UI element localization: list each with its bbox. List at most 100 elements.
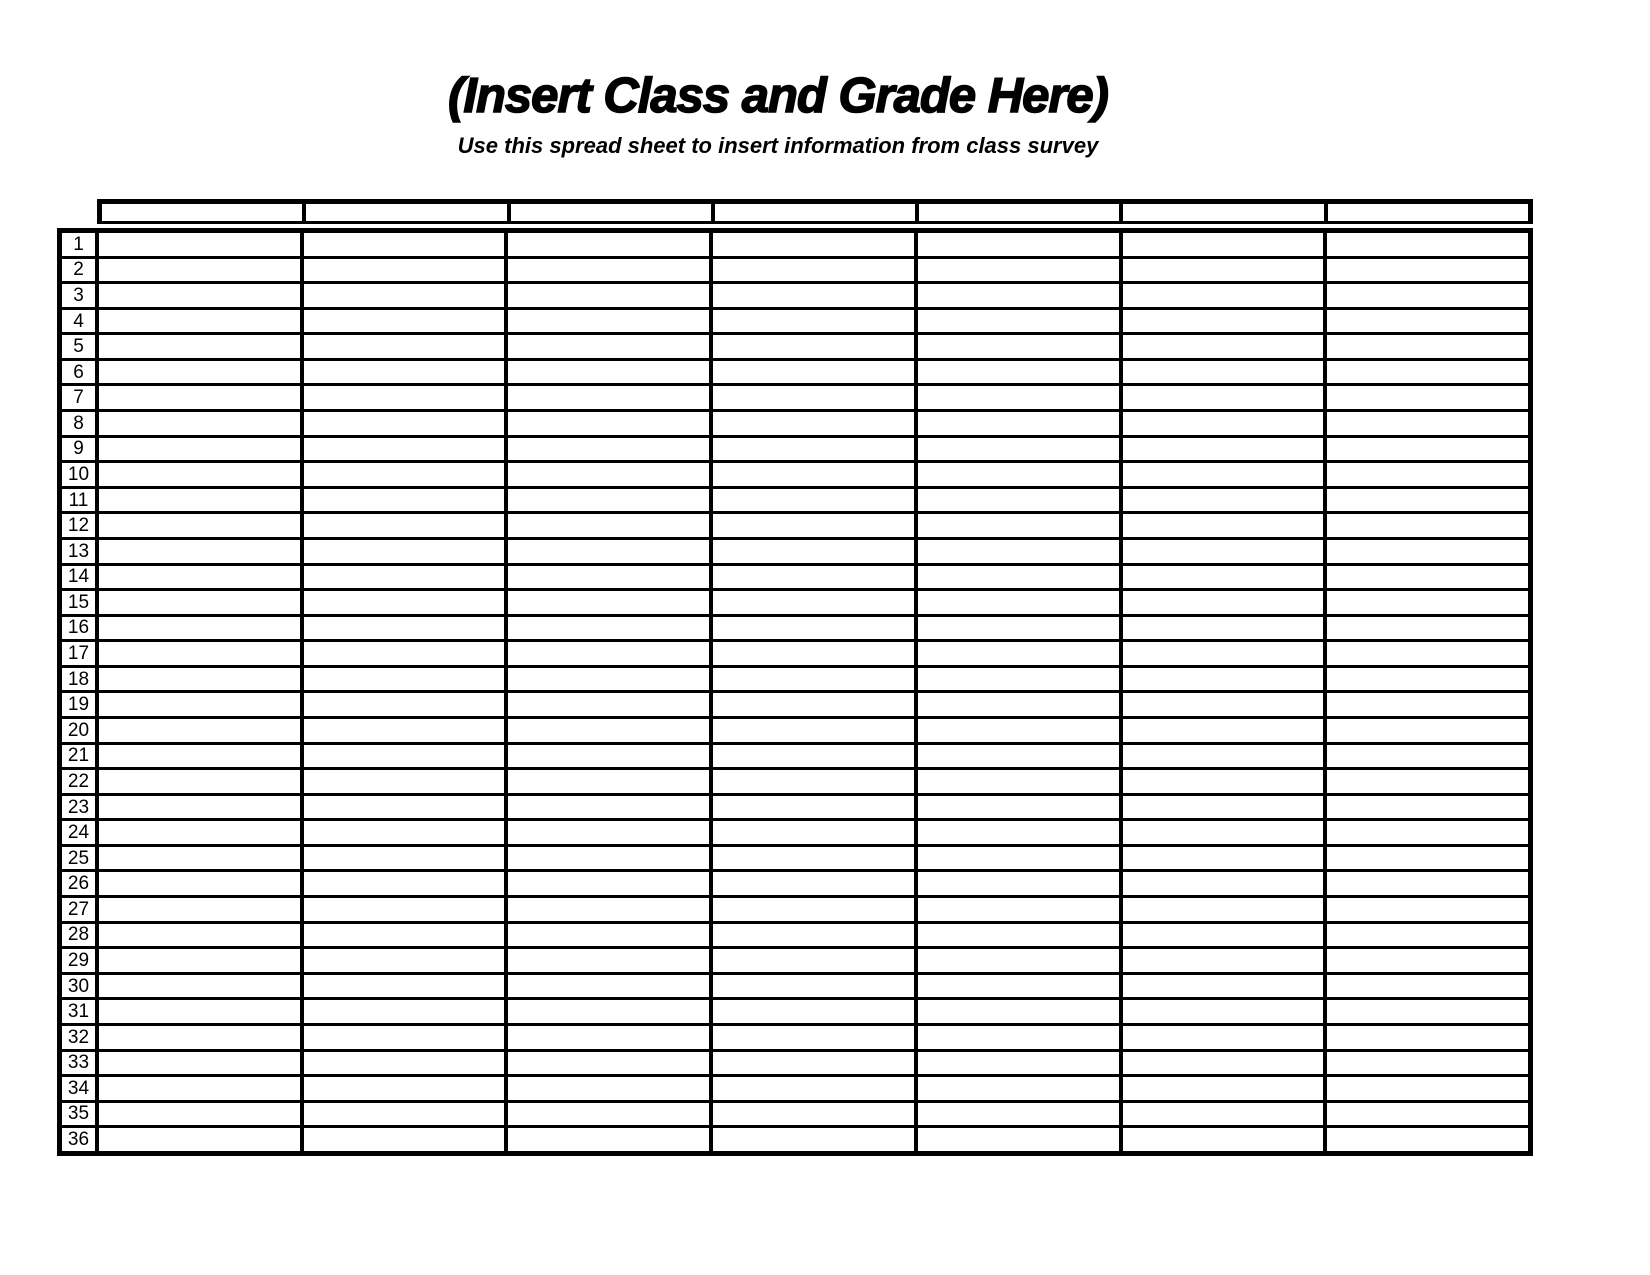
table-cell xyxy=(1327,898,1528,921)
table-cell xyxy=(713,795,918,819)
table-cell xyxy=(1327,514,1528,537)
table-cell xyxy=(99,591,304,614)
table-cell xyxy=(304,591,509,614)
table-row xyxy=(99,335,1528,361)
table-cell xyxy=(713,872,918,896)
table-cell xyxy=(713,233,918,256)
table-cell xyxy=(508,412,714,435)
table-cell xyxy=(1327,489,1528,512)
table-cell xyxy=(713,360,918,384)
table-cell xyxy=(508,744,714,768)
table-cell xyxy=(713,693,918,716)
survey-spreadsheet: 1 2 3 4 5 6 7 8 9 10 11 12 13 14 15 16 17 18 19 20 21 22 23 24 2… xyxy=(57,199,1533,1156)
table-row xyxy=(99,718,1528,745)
table-cell xyxy=(1123,488,1328,512)
table-row xyxy=(99,974,1528,1001)
table-cell xyxy=(1327,847,1528,870)
table-cell xyxy=(713,335,918,358)
table-cell xyxy=(304,846,509,870)
table-cell xyxy=(99,923,304,947)
table-row xyxy=(99,1000,1528,1026)
table-cell xyxy=(918,335,1123,358)
table-cell xyxy=(1123,821,1328,844)
table-row xyxy=(99,309,1528,336)
table-cell xyxy=(1327,284,1528,307)
table-cell xyxy=(1327,719,1528,742)
table-cell xyxy=(1327,872,1528,895)
row-number-label: 24 xyxy=(62,821,95,847)
table-cell xyxy=(508,616,714,640)
table-cell xyxy=(918,718,1123,742)
table-cell xyxy=(99,1077,304,1100)
table-cell xyxy=(1123,642,1328,665)
table-cell xyxy=(1327,361,1528,384)
table-cell xyxy=(99,1051,304,1075)
table-cell xyxy=(713,412,918,435)
row-number-label: 12 xyxy=(62,514,95,540)
table-cell xyxy=(304,309,509,333)
table-cell xyxy=(918,1051,1123,1075)
table-cell xyxy=(1327,796,1528,819)
table-row xyxy=(99,821,1528,847)
table-row xyxy=(99,795,1528,822)
table-cell xyxy=(508,1000,714,1023)
table-cell xyxy=(304,284,509,307)
table-row xyxy=(99,386,1528,413)
table-cell xyxy=(713,539,918,563)
header-cell xyxy=(102,204,307,221)
table-cell xyxy=(304,1000,509,1023)
table-cell xyxy=(1123,616,1328,640)
table-cell xyxy=(1327,770,1528,793)
table-cell xyxy=(713,949,918,972)
table-cell xyxy=(918,309,1123,333)
table-cell xyxy=(918,514,1123,537)
table-cell xyxy=(508,770,714,793)
table-cell xyxy=(713,642,918,665)
row-number-label: 18 xyxy=(62,668,95,694)
table-cell xyxy=(1123,565,1328,589)
table-cell xyxy=(99,1102,304,1126)
row-number-label: 4 xyxy=(62,310,95,336)
header-cell xyxy=(511,204,715,221)
table-cell xyxy=(508,693,714,716)
row-number-label: 2 xyxy=(62,259,95,285)
table-row xyxy=(99,770,1528,796)
table-cell xyxy=(508,360,714,384)
table-cell xyxy=(713,1000,918,1023)
table-cell xyxy=(304,1128,509,1151)
table-row xyxy=(99,233,1528,259)
table-cell xyxy=(713,386,918,410)
table-cell xyxy=(99,846,304,870)
table-cell xyxy=(99,821,304,844)
table-cell xyxy=(918,974,1123,998)
table-cell xyxy=(508,258,714,282)
table-row xyxy=(99,846,1528,873)
table-cell xyxy=(99,488,304,512)
table-cell xyxy=(304,360,509,384)
table-cell xyxy=(918,693,1123,716)
table-cell xyxy=(508,1051,714,1075)
table-cell xyxy=(304,437,509,461)
table-cell xyxy=(304,233,509,256)
table-cell xyxy=(1123,258,1328,282)
table-cell xyxy=(1327,438,1528,461)
table-cell xyxy=(304,821,509,844)
table-cell xyxy=(304,335,509,358)
table-cell xyxy=(99,258,304,282)
table-cell xyxy=(713,284,918,307)
table-cell xyxy=(1327,233,1528,256)
table-cell xyxy=(918,463,1123,486)
table-cell xyxy=(508,284,714,307)
table-cell xyxy=(304,1051,509,1075)
table-cell xyxy=(99,1128,304,1151)
table-cell xyxy=(99,642,304,665)
table-cell xyxy=(713,1051,918,1075)
table-cell xyxy=(1123,412,1328,435)
table-cell xyxy=(1327,540,1528,563)
table-cell xyxy=(918,1128,1123,1151)
table-cell xyxy=(508,949,714,972)
table-cell xyxy=(1327,1077,1528,1100)
table-cell xyxy=(713,258,918,282)
table-cell xyxy=(1123,1051,1328,1075)
header-cell xyxy=(919,204,1124,221)
